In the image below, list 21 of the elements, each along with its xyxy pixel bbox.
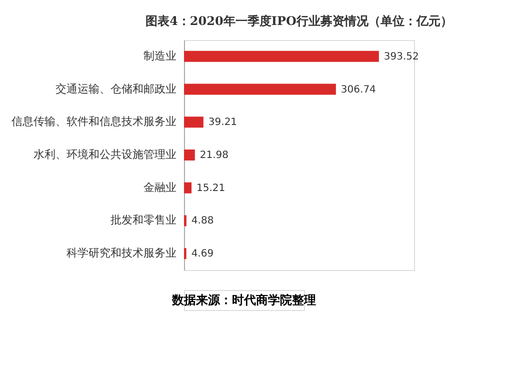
y-tick-label: 水利、环境和公共设施管理业 xyxy=(34,148,176,161)
data-label: 4.69 xyxy=(191,248,214,260)
data-label: 4.88 xyxy=(191,216,214,227)
y-tick-label: 交通运输、仓储和邮政业 xyxy=(56,82,176,96)
data-label: 15.21 xyxy=(196,182,226,194)
y-tick-label: 科学研究和技术服务业 xyxy=(66,246,176,260)
source-note: 数据来源：时代商学院整理 xyxy=(171,293,316,307)
bar xyxy=(184,182,192,194)
data-label: 21.98 xyxy=(200,150,229,161)
bar xyxy=(184,150,195,160)
y-tick-label: 批发和零售业 xyxy=(110,214,176,227)
bar xyxy=(184,50,379,62)
data-label: 393.52 xyxy=(384,51,419,62)
y-tick-label: 制造业 xyxy=(144,49,176,62)
data-label: 306.74 xyxy=(340,84,376,96)
y-tick-label: 信息传输、软件和信息技术服务业 xyxy=(12,115,176,128)
chart-title: 图表4：2020年一季度IPO行业募资情况（单位：亿元） xyxy=(146,14,452,28)
y-tick-label: 金融业 xyxy=(144,180,176,194)
data-label: 39.21 xyxy=(208,117,238,128)
bar xyxy=(184,84,336,95)
bar xyxy=(184,116,204,128)
